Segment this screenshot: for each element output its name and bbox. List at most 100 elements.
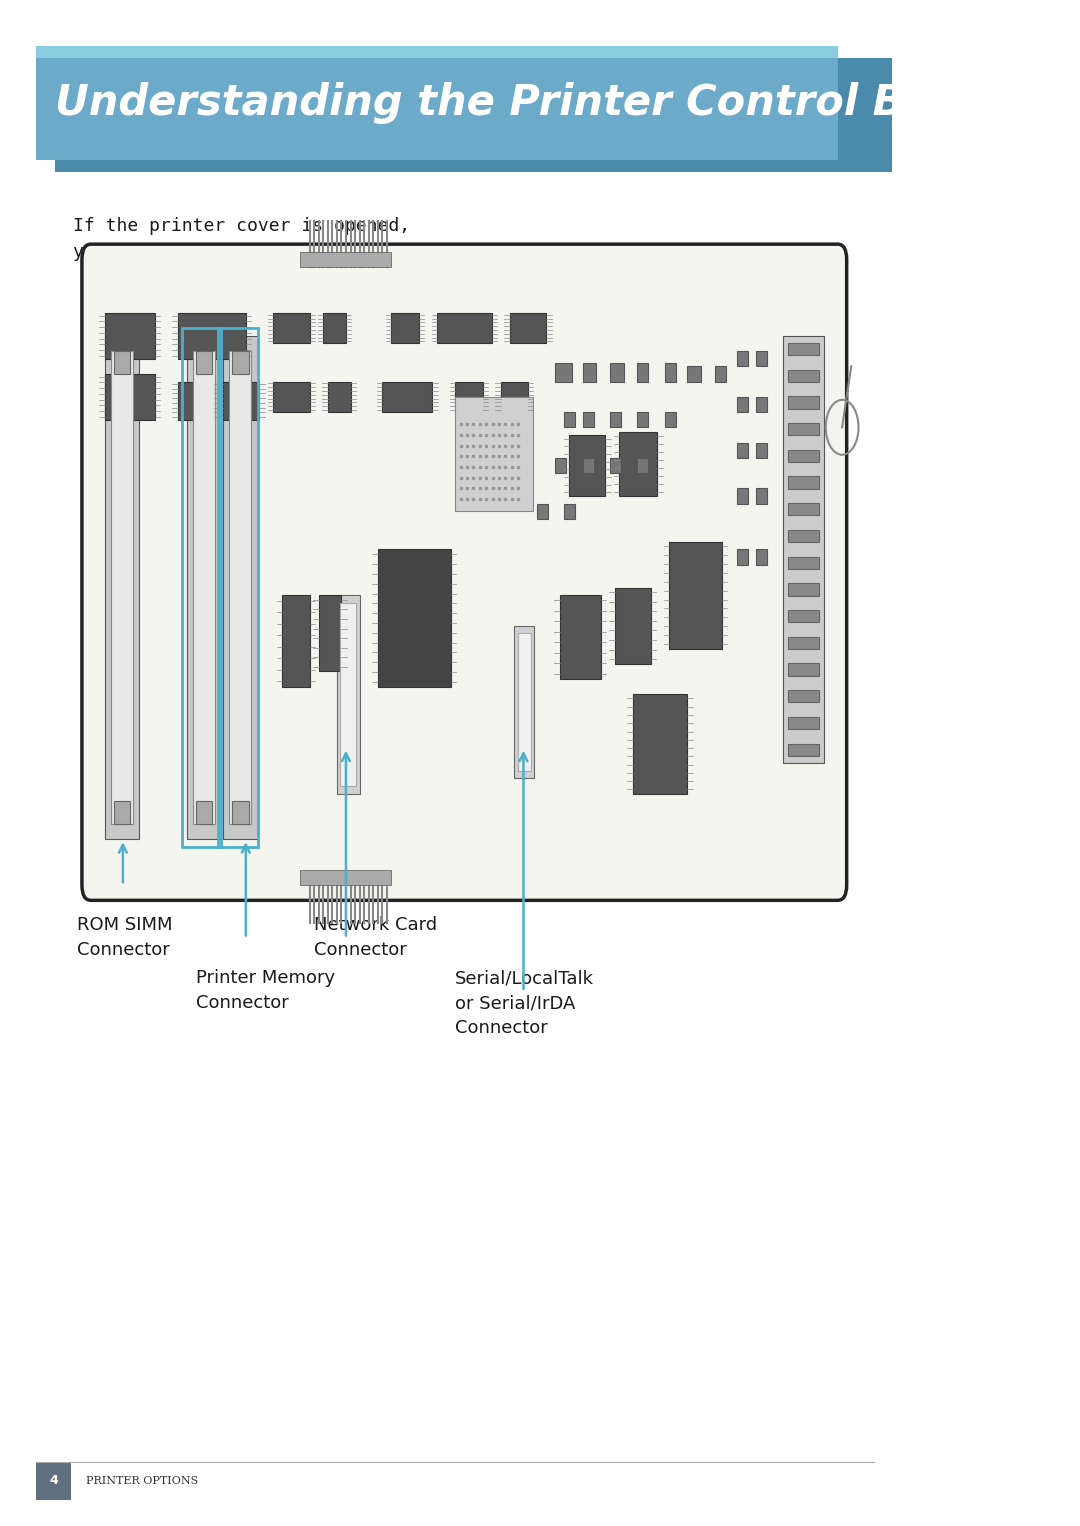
FancyBboxPatch shape (787, 717, 820, 729)
FancyBboxPatch shape (637, 412, 648, 427)
FancyBboxPatch shape (437, 313, 491, 343)
FancyBboxPatch shape (224, 382, 259, 420)
FancyBboxPatch shape (787, 504, 820, 516)
FancyBboxPatch shape (319, 595, 341, 671)
FancyBboxPatch shape (787, 664, 820, 676)
FancyBboxPatch shape (615, 588, 651, 664)
FancyBboxPatch shape (738, 488, 748, 504)
FancyBboxPatch shape (787, 690, 820, 702)
FancyBboxPatch shape (555, 363, 571, 382)
FancyBboxPatch shape (569, 435, 606, 496)
FancyBboxPatch shape (756, 443, 767, 458)
FancyBboxPatch shape (455, 397, 532, 511)
FancyBboxPatch shape (113, 351, 131, 374)
FancyBboxPatch shape (337, 595, 360, 794)
FancyBboxPatch shape (738, 397, 748, 412)
FancyBboxPatch shape (323, 313, 346, 343)
FancyBboxPatch shape (82, 244, 847, 900)
FancyBboxPatch shape (113, 801, 131, 824)
FancyBboxPatch shape (273, 382, 310, 412)
FancyBboxPatch shape (637, 363, 648, 382)
FancyBboxPatch shape (582, 363, 596, 382)
FancyBboxPatch shape (232, 801, 248, 824)
FancyBboxPatch shape (229, 351, 252, 824)
FancyBboxPatch shape (756, 549, 767, 565)
FancyBboxPatch shape (787, 557, 820, 569)
FancyBboxPatch shape (565, 504, 576, 519)
FancyBboxPatch shape (501, 382, 528, 412)
FancyBboxPatch shape (787, 369, 820, 382)
FancyBboxPatch shape (537, 504, 548, 519)
FancyBboxPatch shape (559, 595, 600, 679)
FancyBboxPatch shape (340, 603, 356, 786)
FancyBboxPatch shape (637, 458, 648, 473)
FancyBboxPatch shape (382, 382, 432, 412)
FancyBboxPatch shape (787, 583, 820, 595)
Text: Network Card
Connector: Network Card Connector (314, 916, 437, 958)
FancyBboxPatch shape (610, 412, 621, 427)
FancyBboxPatch shape (664, 363, 675, 382)
FancyBboxPatch shape (555, 458, 566, 473)
FancyBboxPatch shape (455, 382, 483, 412)
FancyBboxPatch shape (610, 363, 623, 382)
FancyBboxPatch shape (282, 595, 310, 687)
Text: ROM SIMM
Connector: ROM SIMM Connector (78, 916, 173, 958)
FancyBboxPatch shape (378, 549, 450, 687)
FancyBboxPatch shape (687, 366, 701, 382)
FancyBboxPatch shape (224, 336, 258, 839)
FancyBboxPatch shape (391, 313, 419, 343)
FancyBboxPatch shape (787, 423, 820, 435)
Text: Serial/LocalTalk
or Serial/IrDA
Connector: Serial/LocalTalk or Serial/IrDA Connecto… (455, 969, 594, 1038)
FancyBboxPatch shape (582, 458, 594, 473)
FancyBboxPatch shape (756, 397, 767, 412)
FancyBboxPatch shape (787, 397, 820, 409)
FancyBboxPatch shape (195, 801, 212, 824)
FancyBboxPatch shape (715, 366, 726, 382)
FancyBboxPatch shape (195, 351, 212, 374)
Text: PRINTER OPTIONS: PRINTER OPTIONS (86, 1476, 199, 1486)
FancyBboxPatch shape (187, 336, 221, 839)
FancyBboxPatch shape (610, 458, 621, 473)
FancyBboxPatch shape (105, 313, 154, 359)
FancyBboxPatch shape (619, 432, 658, 496)
FancyBboxPatch shape (232, 351, 248, 374)
FancyBboxPatch shape (37, 46, 838, 58)
FancyBboxPatch shape (177, 313, 246, 359)
Text: Printer Memory
Connector: Printer Memory Connector (195, 969, 335, 1012)
FancyBboxPatch shape (37, 46, 838, 160)
FancyBboxPatch shape (633, 694, 687, 794)
FancyBboxPatch shape (738, 443, 748, 458)
FancyBboxPatch shape (787, 476, 820, 488)
FancyBboxPatch shape (105, 374, 154, 420)
FancyBboxPatch shape (738, 549, 748, 565)
Text: If the printer cover is opened,
you can see the printer control board as below.: If the printer cover is opened, you can … (72, 217, 584, 261)
FancyBboxPatch shape (518, 633, 530, 771)
FancyBboxPatch shape (787, 636, 820, 649)
FancyBboxPatch shape (177, 382, 214, 420)
FancyBboxPatch shape (787, 450, 820, 462)
FancyBboxPatch shape (514, 626, 535, 778)
FancyBboxPatch shape (787, 530, 820, 542)
FancyBboxPatch shape (756, 488, 767, 504)
FancyBboxPatch shape (565, 412, 576, 427)
FancyBboxPatch shape (105, 336, 139, 839)
FancyBboxPatch shape (670, 542, 721, 649)
Text: 4: 4 (50, 1474, 58, 1488)
FancyBboxPatch shape (664, 412, 675, 427)
FancyBboxPatch shape (582, 412, 594, 427)
FancyBboxPatch shape (300, 870, 391, 885)
FancyBboxPatch shape (327, 382, 351, 412)
Text: Understanding the Printer Control Board: Understanding the Printer Control Board (55, 82, 1011, 124)
FancyBboxPatch shape (783, 336, 824, 763)
FancyBboxPatch shape (111, 351, 133, 824)
FancyBboxPatch shape (37, 1462, 71, 1500)
FancyBboxPatch shape (273, 313, 310, 343)
FancyBboxPatch shape (787, 343, 820, 356)
FancyBboxPatch shape (756, 351, 767, 366)
FancyBboxPatch shape (55, 58, 892, 172)
FancyBboxPatch shape (787, 743, 820, 755)
FancyBboxPatch shape (787, 610, 820, 623)
FancyBboxPatch shape (193, 351, 215, 824)
FancyBboxPatch shape (738, 351, 748, 366)
FancyBboxPatch shape (300, 252, 391, 267)
